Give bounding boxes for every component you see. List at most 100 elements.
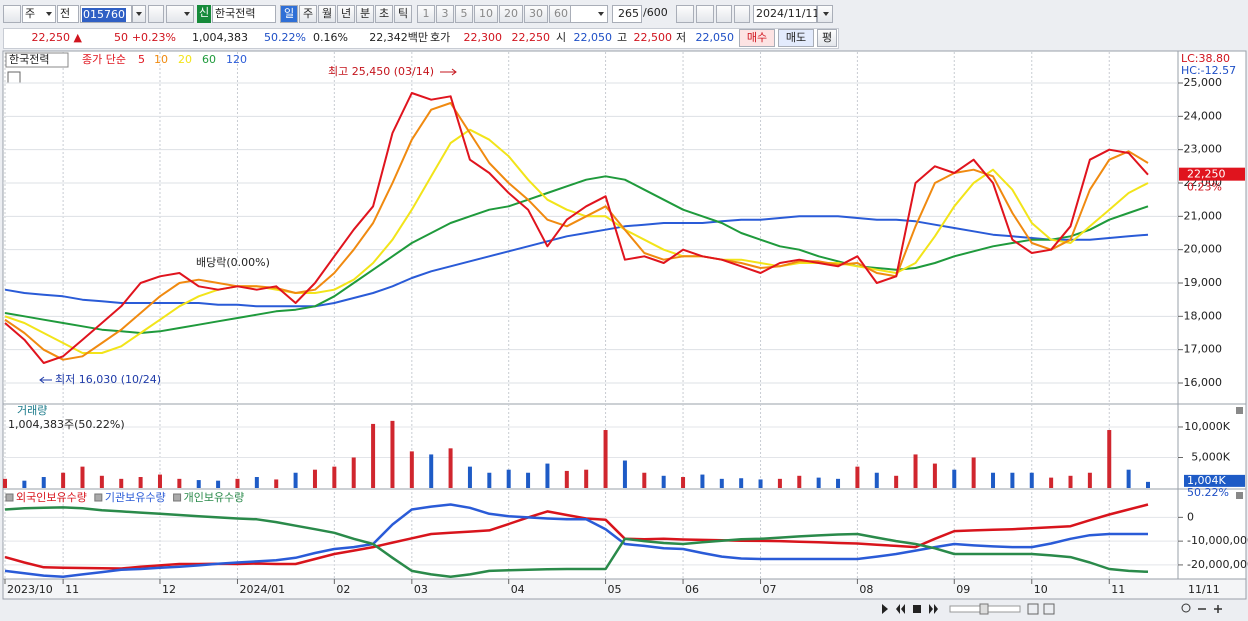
timeframe-button[interactable]: 년: [337, 5, 355, 23]
date-input[interactable]: 2024/11/11: [753, 5, 819, 23]
legend-swatch: [5, 493, 14, 502]
x-tick-label: 09: [956, 583, 970, 596]
mode-select[interactable]: 전: [57, 5, 79, 23]
sound-button[interactable]: [166, 5, 194, 23]
annotation-arrow: [440, 68, 457, 76]
code-input[interactable]: 015760: [80, 5, 132, 23]
code-dropdown[interactable]: [132, 5, 146, 23]
volume-bar: [99, 475, 104, 488]
stop-icon[interactable]: [913, 605, 921, 613]
volume-bar: [61, 472, 66, 488]
avg-button[interactable]: 평: [817, 29, 837, 47]
y-tick-label: 20,000: [1184, 243, 1223, 256]
interval-button[interactable]: 30: [524, 5, 548, 23]
zoom-icon[interactable]: [1043, 603, 1055, 615]
scroll-controls[interactable]: [882, 603, 1222, 615]
y-tick-label: 19,000: [1184, 276, 1223, 289]
timeframe-button[interactable]: 월: [318, 5, 336, 23]
buy-button[interactable]: 매수: [739, 29, 775, 47]
volume-bar: [971, 457, 976, 488]
timeframe-button[interactable]: 주: [299, 5, 317, 23]
volume-bar: [1146, 481, 1150, 488]
series-line: [4, 128, 1149, 354]
panel-icon[interactable]: [7, 71, 21, 84]
x-tick-label: 07: [763, 583, 777, 596]
x-tick-label: 08: [859, 583, 873, 596]
x-end-label: 11/11: [1188, 583, 1220, 596]
x-tick-label: 05: [608, 583, 622, 596]
layout-button[interactable]: [3, 5, 21, 23]
volume-bar: [991, 472, 996, 488]
x-tick-label: 11: [1111, 583, 1125, 596]
volume-bar: [371, 423, 376, 488]
interval-button[interactable]: 3: [436, 5, 454, 23]
volume-bar: [661, 475, 666, 488]
series-line: [4, 506, 1149, 579]
count-max: /600: [643, 6, 668, 19]
timeframe-button[interactable]: 분: [356, 5, 374, 23]
title-box: [5, 52, 69, 68]
y-tick-label: 21,000: [1184, 209, 1223, 222]
settings-button[interactable]: [734, 5, 750, 23]
volume-bar: [1049, 477, 1054, 488]
tool-button[interactable]: [676, 5, 694, 23]
y-tick-label: 25,000: [1184, 76, 1223, 89]
tool-button[interactable]: [696, 5, 714, 23]
volume-bar: [545, 463, 550, 488]
forward-icon[interactable]: [929, 604, 938, 614]
timeframe-button[interactable]: 일: [280, 5, 298, 23]
volume-bar: [1087, 472, 1092, 488]
timeframe-button[interactable]: 틱: [394, 5, 412, 23]
count-input[interactable]: 265: [612, 5, 642, 23]
interval-button[interactable]: 10: [474, 5, 498, 23]
volume-bar: [777, 478, 782, 488]
low: 22,050: [695, 31, 735, 44]
x-tick-label: 2024/01: [239, 583, 285, 596]
panel-title: 거래량: [17, 404, 47, 417]
legend-item: 외국인보유수량: [16, 491, 87, 504]
search-button[interactable]: [148, 5, 164, 23]
y-tick-label: 0: [1187, 510, 1194, 523]
volume-bar: [700, 474, 705, 488]
change: 50: [114, 31, 128, 44]
sell-button[interactable]: 매도: [778, 29, 814, 47]
date-picker[interactable]: [817, 5, 833, 23]
volume-bar: [1107, 430, 1112, 488]
y-tick-label: 16,000: [1184, 376, 1223, 389]
volume-bar: [816, 477, 821, 488]
volume-bar: [119, 478, 124, 488]
interval-select[interactable]: [570, 5, 608, 23]
panel-close[interactable]: [1236, 407, 1243, 414]
legend-item: 20: [178, 53, 192, 66]
zoom-icon[interactable]: [1027, 603, 1039, 615]
interval-button[interactable]: 1: [417, 5, 435, 23]
timeframe-button[interactable]: 초: [375, 5, 393, 23]
y-tick-label: -20,000,000: [1187, 558, 1248, 571]
volume: 1,004,383: [192, 31, 248, 44]
ask: 22,300: [463, 31, 503, 44]
scroll-thumb[interactable]: [979, 603, 989, 615]
interval-button[interactable]: 60: [549, 5, 573, 23]
legend-swatch: [94, 493, 103, 502]
panel-close[interactable]: [1236, 492, 1243, 499]
volume-bar: [409, 451, 414, 488]
amount: 22,342백만: [369, 31, 428, 44]
rewind-icon[interactable]: [896, 604, 905, 614]
search-icon[interactable]: [1181, 603, 1191, 613]
plus-icon[interactable]: [1214, 605, 1222, 613]
interval-button[interactable]: 5: [455, 5, 473, 23]
y-tick-label: 23,000: [1184, 143, 1223, 156]
play-icon[interactable]: [882, 604, 888, 614]
volume-bar: [22, 480, 27, 488]
mode-text: 전: [60, 7, 71, 20]
scroll-track[interactable]: [949, 605, 1021, 613]
y-tick-label: -10,000,000: [1187, 534, 1248, 547]
interval-button[interactable]: 20: [499, 5, 523, 23]
y-tick-label: 22,000: [1184, 176, 1223, 189]
period-select[interactable]: 주: [22, 5, 56, 23]
volume-bar: [1010, 472, 1015, 488]
y-tick-label: 18,000: [1184, 309, 1223, 322]
save-button[interactable]: [716, 5, 732, 23]
legend-item: 60: [202, 53, 216, 66]
